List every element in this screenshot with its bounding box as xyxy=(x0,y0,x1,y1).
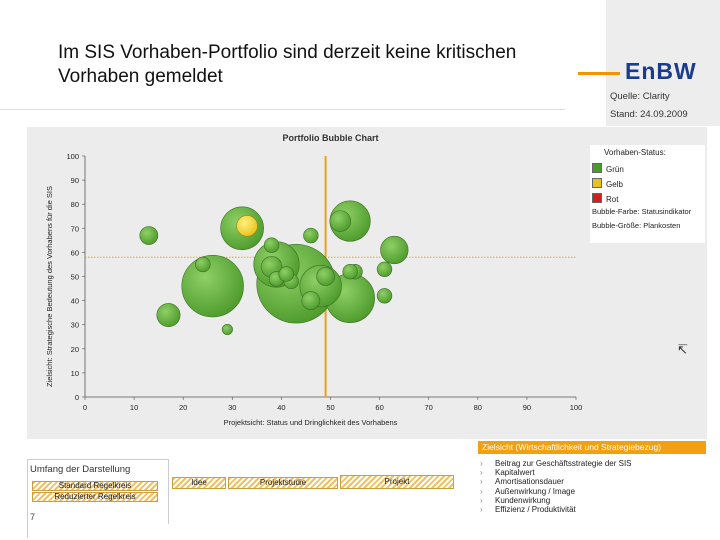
bubble-gruen xyxy=(301,291,321,310)
bubble-gruen xyxy=(342,264,358,280)
ziel-item-label: Effizienz / Produktivität xyxy=(495,505,576,515)
phase-projektstudie: Projektstudie xyxy=(228,477,338,489)
x-tick-label: 30 xyxy=(228,403,236,412)
bubble-gruen xyxy=(376,261,393,277)
ziel-item-label: Kapitalwert xyxy=(495,468,535,478)
bubble-gruen xyxy=(263,237,280,253)
bubble-gruen xyxy=(195,256,211,273)
y-axis-label: Zielsicht: Strategische Bedeutung des Vo… xyxy=(45,186,54,387)
reduziert-regelkreis-bar: Reduzierter Regelkreis xyxy=(32,492,158,502)
ziel-item-label: Kundenwirkung xyxy=(495,495,551,505)
legend-note-color: Bubble-Farbe: Statusindikator xyxy=(592,207,692,216)
legend-item-rot: Rot xyxy=(592,193,618,205)
legend-item-gelb: Gelb xyxy=(592,178,623,190)
ziel-item: › Beitrag zur Geschäftsstrategie der SIS xyxy=(480,459,632,468)
legend-swatch-rot xyxy=(592,193,602,203)
x-tick-label: 90 xyxy=(523,403,531,412)
y-tick-label: 80 xyxy=(71,200,79,209)
y-tick-label: 20 xyxy=(71,345,79,354)
y-tick-label: 0 xyxy=(75,393,79,402)
chart-legend: Vorhaben-Status: Grün Gelb Rot Bubble-Fa… xyxy=(590,145,705,243)
bubble-gruen xyxy=(139,226,159,245)
bubble-gruen xyxy=(278,266,294,282)
chevron-right-icon: › xyxy=(480,477,483,487)
x-tick-label: 50 xyxy=(326,403,334,412)
slide-title-line1: Im SIS Vorhaben-Portfolio sind derzeit k… xyxy=(58,42,517,63)
ziel-item: › Kapitalwert xyxy=(480,468,632,477)
slide-title-line2: Vorhaben gemeldet xyxy=(58,66,223,87)
legend-label-gruen: Grün xyxy=(606,165,624,174)
header-sidebar xyxy=(606,0,720,126)
phase-projekt: Projekt xyxy=(340,475,454,489)
bubble-gruen xyxy=(329,210,352,232)
ziel-item-label: Amortisationsdauer xyxy=(495,477,564,487)
footer-divider xyxy=(27,504,28,538)
y-tick-label: 100 xyxy=(66,152,79,161)
chevron-right-icon: › xyxy=(480,495,483,505)
source-label: Quelle: Clarity xyxy=(610,91,670,102)
legend-swatch-gelb xyxy=(592,178,602,188)
x-tick-label: 10 xyxy=(130,403,138,412)
ziel-item: › Amortisationsdauer xyxy=(480,477,632,486)
phase-idee: Idee xyxy=(172,477,226,489)
bubble-gelb xyxy=(236,215,258,237)
bubble-gruen xyxy=(156,303,181,328)
bubble-gruen xyxy=(376,288,393,304)
y-tick-label: 60 xyxy=(71,248,79,257)
legend-note-size: Bubble-Größe: Plankosten xyxy=(592,221,681,230)
bubble-chart: Portfolio Bubble Chart 0 10 20 30 40 50 60 70 80 9… xyxy=(45,133,583,427)
legend-title: Vorhaben-Status: xyxy=(604,148,666,157)
chevron-right-icon: › xyxy=(480,468,483,478)
ziel-item-label: Außenwirkung / Image xyxy=(495,486,576,496)
x-tick-label: 0 xyxy=(83,403,87,412)
ziel-header: Zielsicht (Wirtschaftlichkeit und Strate… xyxy=(478,441,706,454)
title-underline xyxy=(0,109,565,110)
ziel-item: › Effizienz / Produktivität xyxy=(480,505,632,514)
umfang-title: Umfang der Darstellung xyxy=(30,464,131,475)
y-tick-label: 40 xyxy=(71,297,79,306)
ziel-item: › Kundenwirkung xyxy=(480,496,632,505)
y-tick-label: 30 xyxy=(71,321,79,330)
page-number: 7 xyxy=(30,512,36,522)
x-tick-label: 70 xyxy=(425,403,433,412)
y-tick-label: 50 xyxy=(71,273,79,282)
y-tick-label: 10 xyxy=(71,369,79,378)
legend-swatch-gruen xyxy=(592,163,602,173)
ziel-list: › Beitrag zur Geschäftsstrategie der SIS … xyxy=(480,459,632,514)
chart-title: Portfolio Bubble Chart xyxy=(283,133,379,143)
legend-label-gelb: Gelb xyxy=(606,180,623,189)
standard-regelkreis-bar: Standard Regelkreis xyxy=(32,481,158,491)
bubble-gruen xyxy=(380,235,409,265)
x-tick-label: 40 xyxy=(277,403,285,412)
stand-label: Stand: 24.09.2009 xyxy=(610,109,688,120)
enbw-logo: EnBW xyxy=(625,58,697,84)
chevron-right-icon: › xyxy=(480,486,483,496)
x-tick-label: 60 xyxy=(375,403,383,412)
x-tick-label: 20 xyxy=(179,403,187,412)
y-tick-label: 90 xyxy=(71,176,79,185)
y-tick-label: 70 xyxy=(71,224,79,233)
slide-title: Im SIS Vorhaben-Portfolio sind derzeit k… xyxy=(58,41,578,89)
chevron-right-icon: › xyxy=(480,459,483,468)
ziel-item-label: Beitrag zur Geschäftsstrategie der SIS xyxy=(495,459,632,468)
logo-accent-line xyxy=(578,72,620,75)
ziel-item: › Außenwirkung / Image xyxy=(480,487,632,496)
bubble-gruen xyxy=(303,227,319,244)
x-tick-label: 100 xyxy=(570,403,583,412)
legend-label-rot: Rot xyxy=(606,195,619,204)
x-axis-label: Projektsicht: Status und Dringlichkeit d… xyxy=(224,418,398,427)
umfang-box xyxy=(27,459,169,524)
bubble-gruen xyxy=(181,254,244,318)
bubble-gruen xyxy=(221,324,233,336)
x-tick-label: 80 xyxy=(474,403,482,412)
chevron-right-icon: › xyxy=(480,505,483,515)
legend-item-gruen: Grün xyxy=(592,163,624,175)
bubble-gruen xyxy=(316,267,335,286)
mouse-cursor-icon: ↸ xyxy=(677,342,688,357)
